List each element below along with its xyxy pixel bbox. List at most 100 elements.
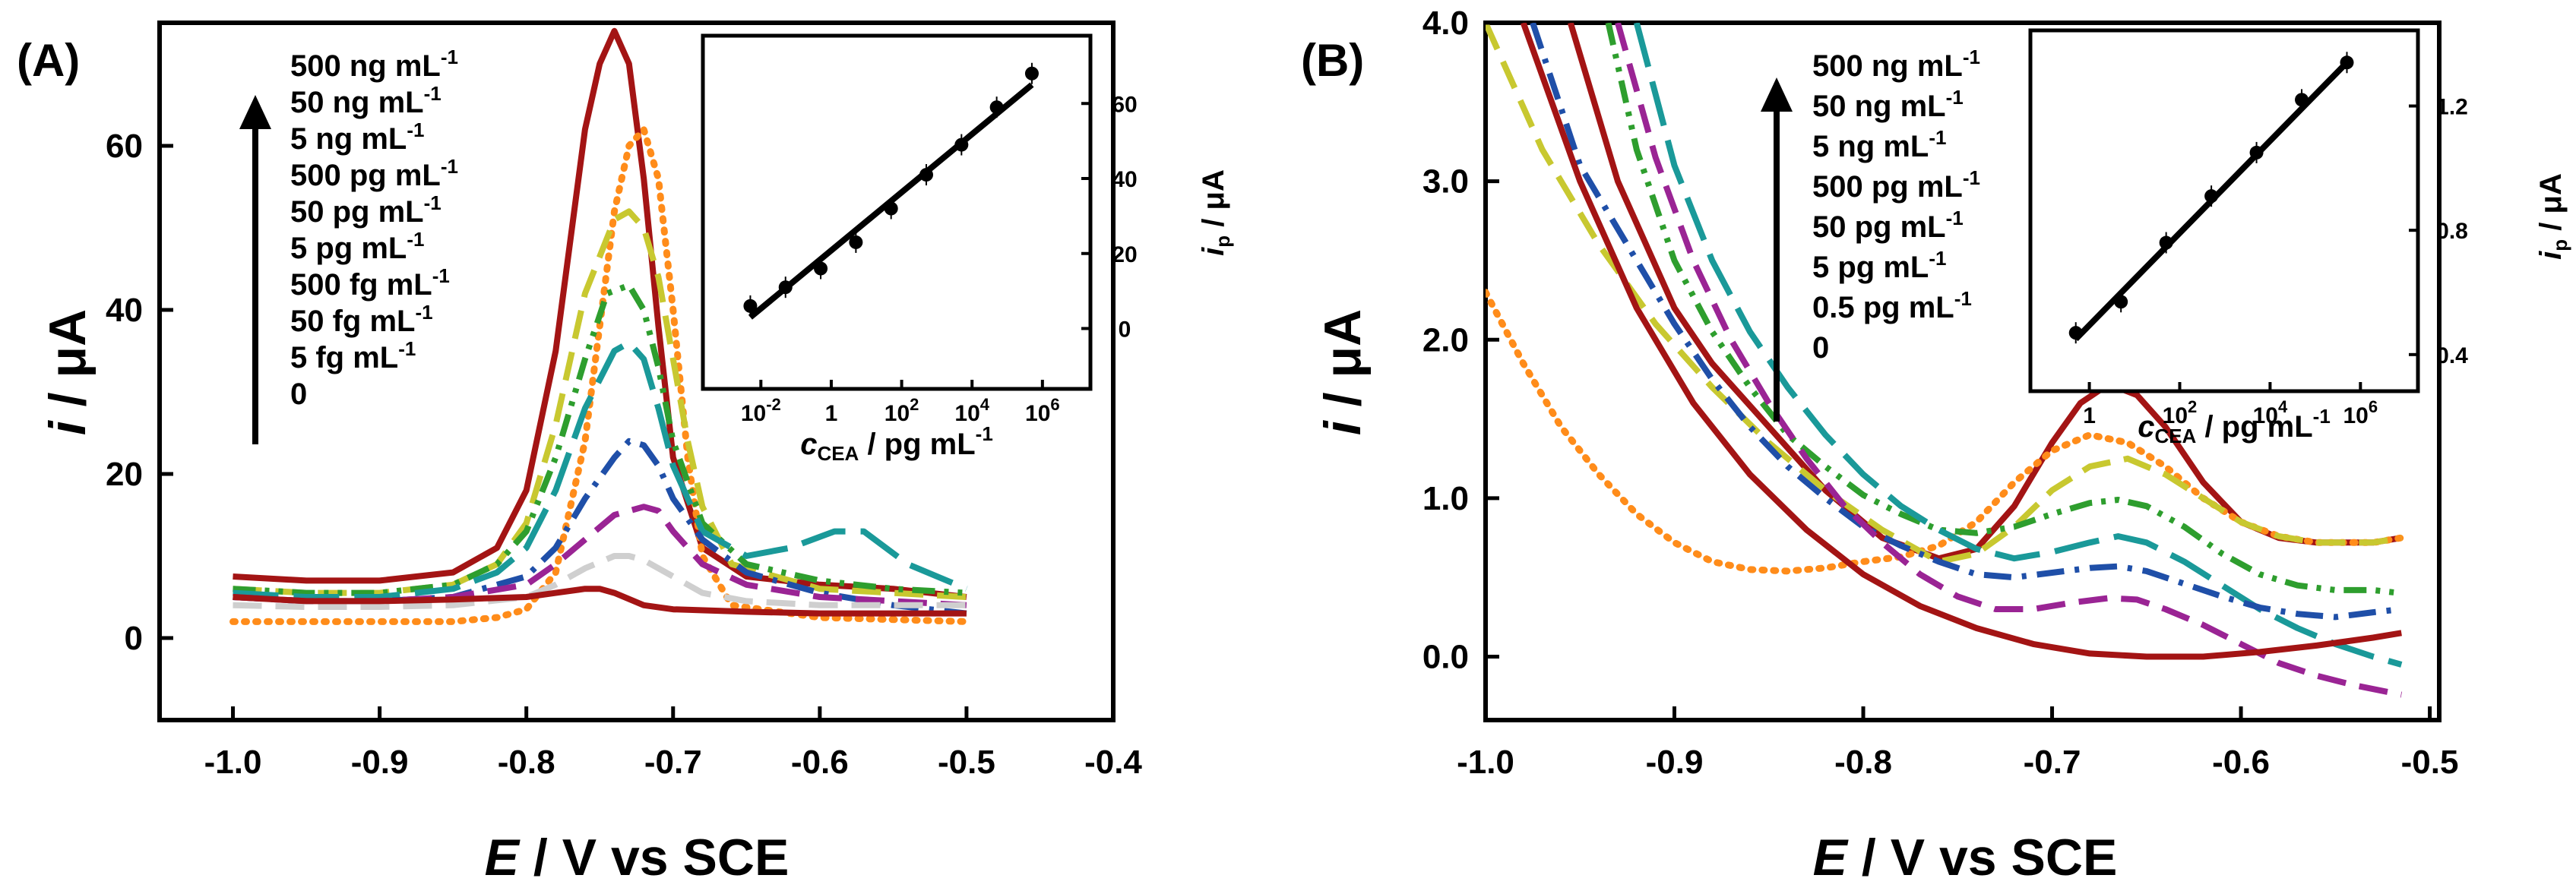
panel-b-y-tick-label: 1.0 (1422, 480, 1469, 517)
panel-a-y-axis-title-main: i (39, 419, 97, 435)
panel-b-inset-y-title-unit: / μA (2534, 173, 2568, 239)
panel-b-x-tick-label: -0.9 (1646, 744, 1704, 781)
panel-b-inset-marks: 1 102 104 106 0.4 0.8 1.2 (2068, 52, 2468, 428)
panel-b-inset-x-tick-label: 104 (2253, 397, 2288, 428)
panel-a-y-axis-title: i / μA (39, 309, 97, 435)
panel-a-x-tick-label: -0.9 (351, 744, 409, 781)
panel-a-legend-item: 5 ng mL-1 (290, 118, 424, 156)
panel-b-y-tick-label: 0.0 (1422, 639, 1469, 676)
panel-b-inset-x-title-unit: / pg mL (2196, 410, 2312, 444)
panel-a-inset-x-title-main: c (800, 428, 817, 461)
panel-b-inset-y-tick-label: 0.4 (2436, 343, 2468, 368)
panel-a-y-tick-label: 40 (106, 292, 143, 329)
panel-b-label: (B) (1301, 35, 1364, 86)
panel-a-inset-x-title: cCEA / pg mL-1 (800, 422, 993, 465)
panel-a-inset-x-tick-label: 104 (954, 395, 989, 426)
panel-a-inset-y-tick-label: 0 (1119, 317, 1131, 343)
panel-a-label: (A) (17, 35, 80, 86)
panel-b-y-tick-label: 2.0 (1422, 321, 1469, 359)
panel-a-y-tick-label: 60 (106, 128, 143, 165)
panel-b-x-tick-label: -0.6 (2212, 744, 2270, 781)
panel-a-x-ticks: -1.0 -0.9 -0.8 -0.7 -0.6 -0.5 -0.4 (204, 706, 1142, 781)
panel-b-x-tick-label: -0.5 (2401, 744, 2459, 781)
panel-b-legend-item: 0 (1812, 331, 1829, 365)
panel-b-inset-x-title-main: c (2138, 410, 2154, 444)
panel-a-x-tick-label: -0.8 (498, 744, 555, 781)
panel-a-series-2 (233, 208, 967, 600)
panel-a-legend-item: 50 pg mL-1 (290, 191, 441, 229)
panel-b-x-tick-label: -0.7 (2024, 744, 2081, 781)
panel-b-y-tick-label: 3.0 (1422, 163, 1469, 201)
panel-a-up-arrow-icon (239, 95, 271, 444)
panel-b-inset-x-tick-label: 1 (2083, 403, 2096, 428)
panel-a-x-tick-label: -1.0 (204, 744, 262, 781)
panel-a-inset-y-title: ip / μA (1197, 169, 1234, 256)
panel-a-curves (229, 27, 970, 625)
panel-a-y-tick-label: 20 (106, 456, 143, 493)
panel-b-legend-item: 500 pg mL-1 (1812, 166, 1980, 204)
panel-a-plot-frame (157, 21, 1116, 722)
panel-a-legend-item: 500 fg mL-1 (290, 264, 450, 302)
panel-b-y-axis-title-unit: / μA (1314, 309, 1372, 421)
panel-b-curves (1486, 23, 2405, 698)
panel-a-inset-y-title-unit: / μA (1197, 169, 1230, 235)
panel-a-inset-x-tick-label: 1 (825, 401, 838, 426)
panel-a-inset-y-title-sub: p (1211, 235, 1234, 248)
panel-a-series-4 (233, 340, 968, 600)
panel-a-x-tick-label: -0.4 (1084, 744, 1142, 781)
panel-b-inset-x-title-exp: -1 (2313, 405, 2331, 428)
panel-a-series-3 (233, 282, 967, 596)
panel-a-y-ticks: 0 20 40 60 (106, 128, 173, 657)
panel-a-legend-item: 5 fg mL-1 (290, 337, 416, 374)
panel-b-series-7 (1520, 23, 2402, 660)
panel-a-legend-item: 0 (290, 378, 307, 411)
panel-a-series-8 (233, 586, 967, 617)
panel-b-legend-item: 5 ng mL-1 (1812, 126, 1946, 163)
panel-b-y-axis-title: i / μA (1314, 309, 1372, 435)
panel-b-series-5 (1530, 23, 2402, 621)
panel-b-y-tick-label: 4.0 (1422, 5, 1469, 42)
panel-a-inset-x-tick-label: 10-2 (741, 395, 781, 426)
panel-b-inset-x-tick-label: 106 (2343, 397, 2378, 428)
panel-a-inset-y-tick-label: 60 (1112, 92, 1137, 117)
panel-a-inset-y-tick-label: 40 (1112, 167, 1137, 192)
panel-a-inset-marks: 10-2 1 102 104 106 0 20 40 60 (741, 62, 1138, 426)
panel-b-legend-item: 50 ng mL-1 (1812, 86, 1964, 123)
panel-a-legend-item: 500 pg mL-1 (290, 155, 458, 192)
panel-a-inset-x-title-unit: / pg mL (859, 428, 975, 461)
panel-a-legend-item: 50 ng mL-1 (290, 82, 441, 119)
panel-b-y-axis-title-main: i (1314, 419, 1372, 435)
panel-b-inset-x-title-sub: CEA (2154, 425, 2196, 447)
panel-a-x-tick-label: -0.5 (938, 744, 995, 781)
panel-a-x-axis-title-main: E (485, 829, 521, 886)
panel-a-inset-x-title-sub: CEA (817, 442, 859, 465)
panel-b-x-axis-title-unit: / V vs SCE (1847, 829, 2117, 886)
panel-b-inset-y-tick-label: 1.2 (2436, 95, 2468, 120)
panel-a-series-7 (233, 553, 967, 610)
panel-b-series-4 (1633, 23, 2403, 668)
panel-a-inset-x-tick-label: 106 (1025, 395, 1060, 426)
panel-a-inset-y-tick-label: 20 (1112, 242, 1137, 267)
panel-b-plot-frame (1483, 21, 2442, 722)
panel-b-series-3 (1605, 23, 2402, 597)
panel-b-legend-item: 5 pg mL-1 (1812, 247, 1946, 284)
panel-b-inset-y-title-sub: p (2549, 239, 2571, 251)
panel-a-inset: 10-2 1 102 104 106 0 20 40 60 ip / μA cCEA / pg … (701, 33, 1234, 465)
panel-a-legend-item: 500 ng mL-1 (290, 46, 458, 83)
panel-b-inset-frame (2028, 28, 2420, 393)
panel-a-inset-x-title-exp: -1 (976, 422, 993, 445)
panel-a-x-tick-label: -0.6 (791, 744, 849, 781)
panel-a-y-tick-label: 0 (125, 620, 143, 657)
panel-b-x-axis-title-main: E (1813, 829, 1850, 886)
panel-a-legend-item: 50 fg mL-1 (290, 301, 433, 338)
panel-a-inset-x-tick-label: 102 (885, 395, 919, 426)
panel-b-x-axis-title: E / V vs SCE (1813, 829, 2118, 886)
panel-a-series-1 (229, 125, 970, 625)
panel-b-up-arrow-icon (1761, 77, 1793, 422)
panel-a-series-5 (233, 438, 967, 617)
panel-a: (A) -1.0 -0.9 -0.8 -0.7 -0.6 -0.5 -0.4 0 20 40 60… (17, 21, 1234, 886)
panel-b-inset-y-tick-label: 0.8 (2436, 219, 2468, 244)
